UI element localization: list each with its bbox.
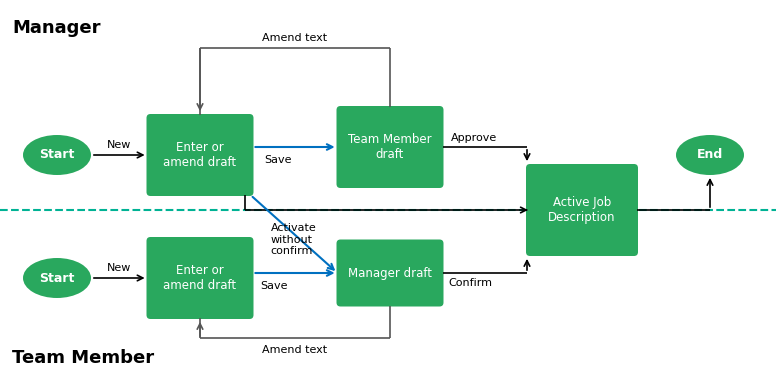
Ellipse shape [676,135,744,175]
Text: Enter or
amend draft: Enter or amend draft [164,141,237,169]
Text: Activate
without
confirm: Activate without confirm [271,223,317,256]
Text: Save: Save [261,281,288,291]
Text: Confirm: Confirm [449,278,493,288]
Text: Approve: Approve [451,133,497,143]
FancyBboxPatch shape [526,164,638,256]
Text: Manager draft: Manager draft [348,266,432,280]
Text: End: End [697,149,723,162]
Text: Active Job
Description: Active Job Description [549,196,615,224]
FancyBboxPatch shape [337,106,444,188]
Text: Start: Start [40,271,74,285]
Text: Enter or
amend draft: Enter or amend draft [164,264,237,292]
FancyBboxPatch shape [147,114,254,196]
Text: New: New [107,263,131,273]
FancyBboxPatch shape [147,237,254,319]
Ellipse shape [23,135,91,175]
Text: Team Member: Team Member [12,349,154,367]
Text: Amend text: Amend text [262,33,327,43]
Text: Amend text: Amend text [262,345,327,355]
Ellipse shape [23,258,91,298]
Text: Manager: Manager [12,19,101,37]
Text: Save: Save [265,155,292,165]
Text: Team Member
draft: Team Member draft [348,133,431,161]
Text: Start: Start [40,149,74,162]
FancyBboxPatch shape [337,240,444,306]
Text: New: New [107,140,131,150]
